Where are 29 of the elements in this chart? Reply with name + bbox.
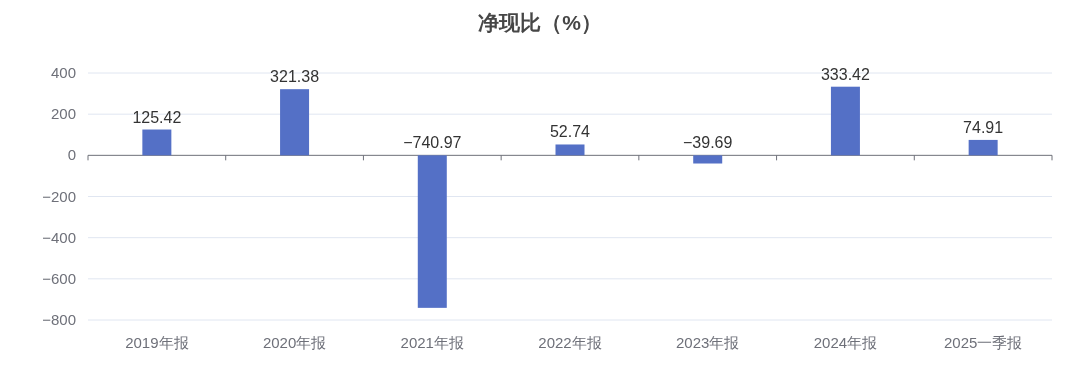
x-tick-label: 2020年报 [262,334,327,351]
x-tick-label: 2021年报 [400,334,464,351]
bar [968,139,998,156]
y-tick-label: 0 [67,146,76,164]
x-tick-label: 2022年报 [538,334,602,351]
y-tick-label: 400 [50,64,76,81]
x-tick-label: 2025一季报 [943,334,1023,351]
data-label: 321.38 [270,68,320,86]
bar [280,89,310,156]
bar [693,155,723,164]
data-label: −740.97 [403,134,462,152]
y-tick-label: 200 [50,105,76,123]
y-tick-label: −400 [42,228,76,246]
x-tick-label: 2023年报 [676,334,740,351]
x-tick-label: 2019年报 [125,334,189,351]
y-tick-label: −600 [42,269,76,287]
data-label: 125.42 [132,108,182,126]
chart-title: 净现比（%） [478,11,602,34]
bar [555,144,585,156]
data-label: −39.69 [683,134,733,152]
bar [830,86,860,156]
data-label: 74.91 [963,118,1004,136]
y-tick-label: −800 [42,311,76,328]
data-label: 333.42 [820,65,870,83]
x-tick-label: 2024年报 [813,334,878,351]
data-label: 52.74 [549,123,591,141]
bar [417,155,447,308]
y-tick-label: −200 [42,187,76,205]
bar [142,129,172,156]
